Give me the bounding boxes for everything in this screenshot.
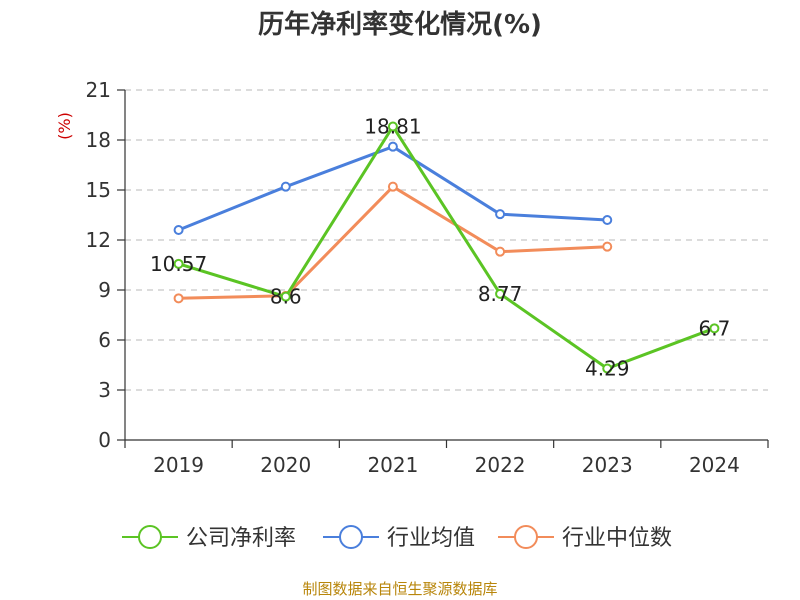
y-tick-label: 6	[98, 328, 111, 352]
series-0-line	[178, 125, 715, 370]
series-1-point	[602, 215, 613, 225]
series-0-point	[709, 323, 720, 334]
data-labels: 10.57 8.6 18.81 8.77 4.29 6.7	[150, 115, 730, 381]
x-tick-label: 2021	[367, 453, 418, 477]
y-tick-label: 0	[98, 428, 111, 452]
data-label: 8.77	[478, 282, 523, 306]
series-2-point	[495, 246, 506, 257]
x-tick-label: 2020	[260, 453, 311, 477]
legend-item-0[interactable]: 公司净利率	[122, 525, 296, 551]
legend-item-2[interactable]: 行业中位数	[498, 525, 672, 551]
legend-swatch-marker	[514, 525, 538, 549]
axes: 0 3 6 9 12 15 18 21 2019 2020 2021 2022 2023 2024	[86, 78, 769, 477]
series-1-point	[387, 141, 398, 152]
y-tick-label: 15	[86, 178, 111, 202]
legend[interactable]: 公司净利率 行业均值 行业中位数	[122, 525, 672, 551]
legend-swatch-marker	[339, 525, 363, 549]
data-label: 8.6	[270, 285, 302, 309]
source-footer: 制图数据来自恒生聚源数据库	[302, 580, 497, 598]
data-label: 6.7	[699, 316, 731, 340]
series-0-point	[495, 288, 506, 299]
legend-label: 行业中位数	[562, 526, 672, 551]
x-tick-label: 2019	[153, 453, 204, 477]
y-axis-unit-label: (%)	[55, 112, 74, 140]
series-2-point	[173, 293, 184, 304]
gridlines	[125, 89, 768, 391]
series-lines	[173, 121, 720, 374]
legend-swatch-marker	[138, 525, 162, 549]
series-0-point	[280, 291, 291, 302]
series-0-point	[602, 363, 613, 374]
y-tick-label: 18	[86, 128, 111, 152]
series-2-point	[387, 181, 398, 192]
series-2-point	[602, 241, 613, 252]
series-0-point	[387, 121, 398, 132]
x-tick-label: 2023	[582, 453, 633, 477]
data-label: 18.81	[364, 115, 421, 139]
data-label: 4.29	[585, 357, 630, 381]
series-1-point	[280, 181, 291, 192]
series-0-point	[173, 258, 184, 269]
x-tick-label: 2024	[689, 453, 740, 477]
y-tick-label: 9	[98, 278, 111, 302]
legend-label: 行业均值	[387, 526, 475, 551]
x-tick-label: 2022	[475, 453, 526, 477]
y-tick-label: 12	[86, 228, 111, 252]
y-tick-label: 21	[86, 78, 111, 102]
y-tick-label: 3	[98, 378, 111, 402]
legend-item-1[interactable]: 行业均值	[323, 525, 475, 551]
legend-label: 公司净利率	[186, 526, 296, 551]
series-1-point	[173, 225, 184, 235]
chart-title: 历年净利率变化情况(%)	[258, 9, 542, 40]
data-label: 10.57	[150, 252, 207, 276]
series-1-point	[495, 209, 506, 220]
